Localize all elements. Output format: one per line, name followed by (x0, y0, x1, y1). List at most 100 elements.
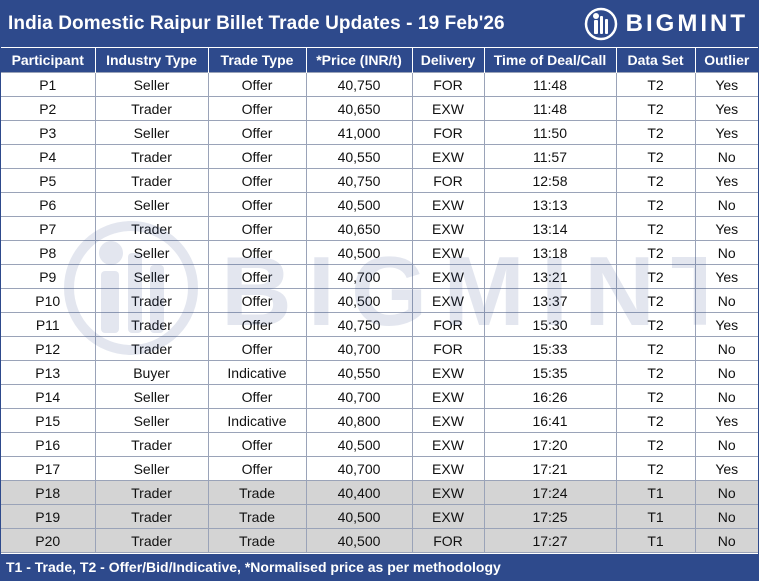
table-cell: 11:50 (483, 120, 617, 145)
table-row: P3 Seller Offer 41,000 FOR 11:50 T2 Yes (1, 120, 758, 145)
table-cell: Trade (207, 480, 307, 505)
column-header: Industry Type (94, 47, 208, 73)
table-cell: Buyer (94, 360, 209, 385)
table-cell: Yes (694, 168, 758, 193)
table-cell: 40,500 (305, 240, 413, 265)
table-row: P19 Trader Trade 40,500 EXW 17:25 T1 No (1, 504, 758, 529)
table-row: P18 Trader Trade 40,400 EXW 17:24 T1 No (1, 480, 758, 505)
table-row: P4 Trader Offer 40,550 EXW 11:57 T2 No (1, 144, 758, 169)
table-cell: P5 (1, 168, 96, 193)
table-cell: Yes (694, 120, 758, 145)
table-row: P5 Trader Offer 40,750 FOR 12:58 T2 Yes (1, 168, 758, 193)
table-cell: T1 (615, 504, 696, 529)
table-cell: T2 (615, 168, 696, 193)
table-cell: No (694, 480, 758, 505)
table-cell: P11 (1, 312, 96, 337)
table-cell: Seller (94, 456, 209, 481)
table-cell: T2 (615, 456, 696, 481)
table-cell: Offer (207, 216, 307, 241)
table-cell: Yes (694, 408, 758, 433)
table-cell: Offer (207, 336, 307, 361)
footer-note: T1 - Trade, T2 - Offer/Bid/Indicative, *… (1, 554, 758, 580)
table-cell: Offer (207, 240, 307, 265)
table-cell: EXW (411, 216, 485, 241)
table-cell: 40,500 (305, 432, 413, 457)
table-body: P1 Seller Offer 40,750 FOR 11:48 T2 Yes P2 Trader… (1, 72, 758, 553)
table-cell: 13:18 (483, 240, 617, 265)
table-row: P12 Trader Offer 40,700 FOR 15:33 T2 No (1, 336, 758, 361)
table-cell: Yes (694, 216, 758, 241)
table-cell: Trade (207, 504, 307, 529)
table-cell: Trader (94, 528, 209, 553)
table-cell: 40,700 (305, 456, 413, 481)
table-row: P20 Trader Trade 40,500 FOR 17:27 T1 No (1, 528, 758, 553)
table-cell: P13 (1, 360, 96, 385)
table-cell: FOR (411, 312, 485, 337)
table-cell: P3 (1, 120, 96, 145)
table-cell: No (694, 240, 758, 265)
table-cell: 17:20 (483, 432, 617, 457)
table-cell: P9 (1, 264, 96, 289)
table-cell: No (694, 528, 758, 553)
table-cell: P20 (1, 528, 96, 553)
table-cell: P17 (1, 456, 96, 481)
table-cell: Yes (694, 96, 758, 121)
brand-name: BIGMINT (625, 10, 748, 37)
table-cell: Seller (94, 408, 209, 433)
table-cell: Offer (207, 96, 307, 121)
table-cell: T2 (615, 288, 696, 313)
bigmint-logo-icon (584, 7, 617, 41)
table-row: P10 Trader Offer 40,500 EXW 13:37 T2 No (1, 288, 758, 313)
table-row: P17 Seller Offer 40,700 EXW 17:21 T2 Yes (1, 456, 758, 481)
table-cell: 40,650 (305, 216, 413, 241)
table-cell: EXW (411, 264, 485, 289)
table-cell: P19 (1, 504, 96, 529)
table-cell: T2 (615, 336, 696, 361)
table-cell: 40,700 (305, 384, 413, 409)
table-cell: FOR (411, 336, 485, 361)
table-cell: Trader (94, 96, 209, 121)
table-cell: FOR (411, 528, 485, 553)
column-header: *Price (INR/t) (305, 47, 412, 73)
table-cell: 40,750 (305, 312, 413, 337)
table-row: P14 Seller Offer 40,700 EXW 16:26 T2 No (1, 384, 758, 409)
table-cell: 40,550 (305, 144, 413, 169)
table-row: P15 Seller Indicative 40,800 EXW 16:41 T2 Yes (1, 408, 758, 433)
table-cell: 15:35 (483, 360, 617, 385)
table-cell: T2 (615, 192, 696, 217)
table-cell: T2 (615, 384, 696, 409)
table-cell: T1 (615, 480, 696, 505)
table-cell: 17:24 (483, 480, 617, 505)
table-cell: T2 (615, 360, 696, 385)
table-cell: Trader (94, 168, 209, 193)
table-cell: FOR (411, 120, 485, 145)
table-row: P8 Seller Offer 40,500 EXW 13:18 T2 No (1, 240, 758, 265)
table-cell: 17:21 (483, 456, 617, 481)
table-cell: 16:26 (483, 384, 617, 409)
table-cell: FOR (411, 72, 485, 97)
table-cell: 40,650 (305, 96, 413, 121)
table-cell: EXW (411, 144, 485, 169)
table-cell: EXW (411, 240, 485, 265)
table-cell: Yes (694, 456, 758, 481)
table-cell: Offer (207, 264, 307, 289)
table-cell: EXW (411, 480, 485, 505)
table-cell: Trader (94, 432, 209, 457)
table-cell: EXW (411, 96, 485, 121)
table-cell: Trader (94, 312, 209, 337)
table-cell: Trader (94, 144, 209, 169)
table-cell: Offer (207, 120, 307, 145)
header-bar: India Domestic Raipur Billet Trade Updat… (1, 1, 758, 47)
table-cell: 13:13 (483, 192, 617, 217)
table-cell: No (694, 336, 758, 361)
table-cell: T2 (615, 240, 696, 265)
table-cell: EXW (411, 192, 485, 217)
brand-logo: BIGMINT (584, 7, 748, 41)
column-header: Data Set (615, 47, 695, 73)
table-cell: 13:21 (483, 264, 617, 289)
table-cell: EXW (411, 384, 485, 409)
table-cell: 11:48 (483, 72, 617, 97)
table-cell: No (694, 504, 758, 529)
table-row: P2 Trader Offer 40,650 EXW 11:48 T2 Yes (1, 96, 758, 121)
